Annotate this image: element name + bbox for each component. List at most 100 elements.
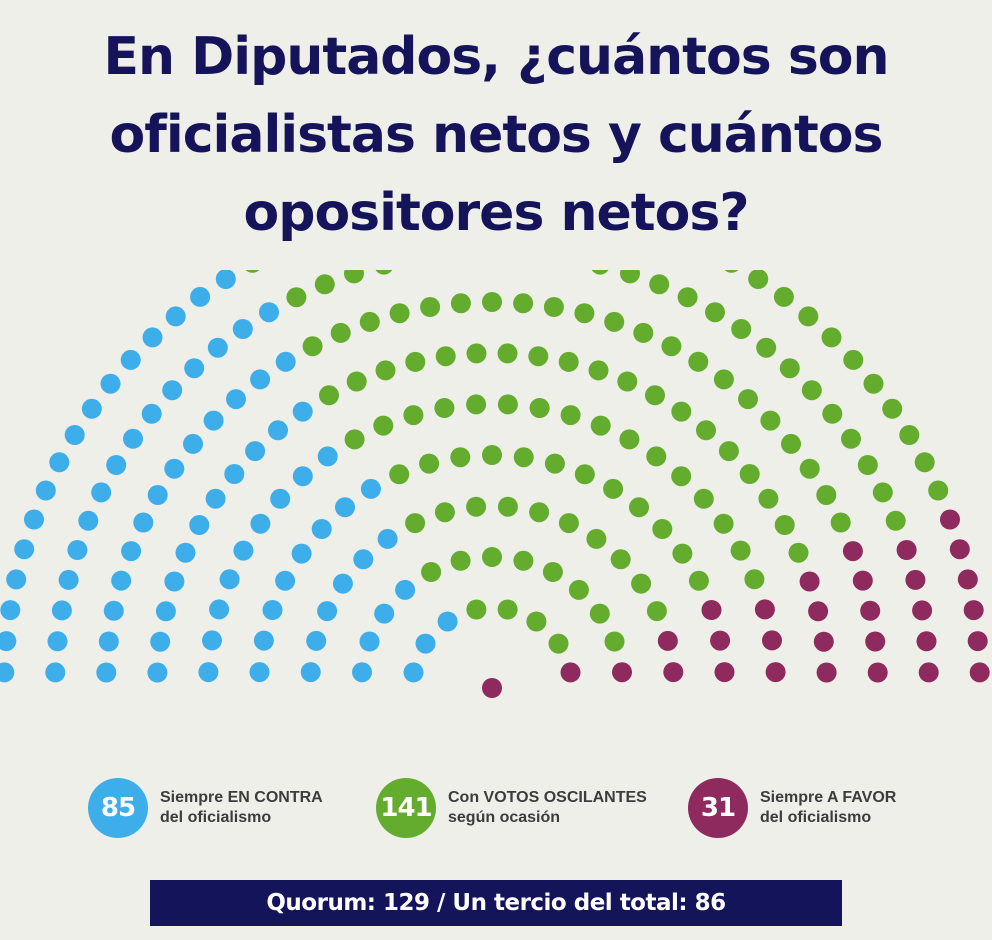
seat-contra bbox=[253, 630, 274, 651]
seat-oscilantes bbox=[245, 270, 260, 273]
seat-oscilantes bbox=[738, 389, 758, 410]
seat-contra bbox=[415, 633, 436, 654]
seat-favor bbox=[969, 662, 990, 683]
seat-favor bbox=[612, 662, 632, 683]
seat-oscilantes bbox=[373, 415, 394, 436]
seat-oscilantes bbox=[513, 550, 534, 571]
seat-contra bbox=[360, 478, 381, 499]
seat-contra bbox=[64, 425, 85, 445]
quorum-banner: Quorum: 129 / Un tercio del total: 86 bbox=[150, 880, 842, 926]
title-line-3: opositores netos? bbox=[243, 183, 750, 243]
seat-oscilantes bbox=[748, 270, 769, 289]
seat-oscilantes bbox=[450, 293, 471, 314]
seat-contra bbox=[100, 373, 121, 394]
seat-oscilantes bbox=[603, 478, 624, 499]
seat-oscilantes bbox=[529, 502, 550, 523]
seat-contra bbox=[292, 466, 313, 487]
seat-contra bbox=[0, 662, 15, 683]
seat-oscilantes bbox=[528, 346, 549, 367]
seat-oscilantes bbox=[434, 502, 455, 523]
seat-oscilantes bbox=[497, 343, 518, 364]
seat-oscilantes bbox=[610, 549, 631, 570]
seat-oscilantes bbox=[646, 601, 667, 622]
seat-contra bbox=[291, 543, 312, 564]
seat-oscilantes bbox=[526, 611, 547, 632]
seat-contra bbox=[0, 600, 21, 621]
seat-contra bbox=[395, 579, 416, 600]
seat-oscilantes bbox=[863, 373, 884, 394]
seat-oscilantes bbox=[405, 513, 426, 534]
seat-contra bbox=[275, 351, 296, 372]
seat-oscilantes bbox=[713, 369, 734, 390]
seat-contra bbox=[78, 510, 99, 531]
seat-contra bbox=[162, 380, 183, 401]
seat-favor bbox=[918, 662, 939, 683]
seat-contra bbox=[51, 600, 72, 621]
seat-oscilantes bbox=[389, 464, 410, 485]
seat-oscilantes bbox=[543, 297, 564, 317]
seat-oscilantes bbox=[574, 303, 595, 324]
legend-label-oscilantes-line1: Con VOTOS OSCILANTES bbox=[448, 789, 647, 806]
seat-oscilantes bbox=[482, 292, 502, 312]
seat-favor bbox=[710, 630, 731, 651]
seat-favor bbox=[967, 631, 988, 652]
seat-oscilantes bbox=[756, 337, 777, 358]
seat-contra bbox=[306, 630, 327, 651]
seat-contra bbox=[133, 512, 154, 533]
seat-oscilantes bbox=[497, 394, 518, 415]
seat-oscilantes bbox=[696, 420, 716, 441]
seat-favor bbox=[912, 600, 933, 621]
seat-oscilantes bbox=[466, 394, 487, 415]
seat-oscilantes bbox=[661, 336, 682, 357]
seat-contra bbox=[14, 539, 35, 560]
title-line-2: oficialistas netos y cuántos bbox=[109, 105, 884, 165]
seat-oscilantes bbox=[420, 297, 441, 317]
seat-favor bbox=[765, 662, 786, 683]
seat-oscilantes bbox=[631, 573, 652, 594]
seat-oscilantes bbox=[588, 360, 609, 381]
seat-favor bbox=[940, 509, 960, 530]
seat-contra bbox=[35, 480, 56, 501]
seat-oscilantes bbox=[450, 550, 471, 571]
legend-label-favor: Siempre A FAVOR del oficialismo bbox=[760, 788, 980, 828]
seat-oscilantes bbox=[375, 360, 396, 381]
seat-favor bbox=[816, 662, 837, 683]
seat-oscilantes bbox=[801, 380, 822, 401]
seat-contra bbox=[205, 488, 226, 509]
seat-oscilantes bbox=[693, 488, 714, 509]
seat-contra bbox=[300, 662, 321, 683]
seat-oscilantes bbox=[466, 599, 487, 620]
seat-contra bbox=[106, 455, 127, 475]
seat-contra bbox=[183, 433, 203, 454]
seat-oscilantes bbox=[672, 543, 693, 564]
seat-favor bbox=[657, 630, 678, 651]
seat-oscilantes bbox=[652, 519, 673, 539]
seat-oscilantes bbox=[314, 274, 335, 295]
seat-oscilantes bbox=[671, 401, 692, 422]
seat-oscilantes bbox=[421, 562, 442, 582]
seat-favor bbox=[867, 662, 888, 683]
seat-contra bbox=[198, 662, 219, 683]
seat-contra bbox=[245, 441, 266, 462]
seat-favor bbox=[905, 569, 926, 590]
seat-oscilantes bbox=[482, 547, 502, 567]
seat-contra bbox=[6, 569, 27, 590]
seat-oscilantes bbox=[548, 633, 569, 654]
seat-favor bbox=[762, 630, 782, 651]
seat-oscilantes bbox=[542, 562, 563, 582]
seat-contra bbox=[250, 369, 271, 390]
seat-contra bbox=[98, 631, 119, 652]
legend-label-favor-line1: Siempre A FAVOR bbox=[760, 789, 897, 806]
seat-oscilantes bbox=[799, 458, 820, 479]
seat-contra bbox=[275, 570, 296, 591]
seat-contra bbox=[0, 631, 17, 652]
seat-contra bbox=[47, 631, 68, 652]
seat-contra bbox=[268, 420, 288, 441]
seat-oscilantes bbox=[619, 429, 640, 450]
seat-favor bbox=[701, 600, 722, 620]
legend-count-contra: 85 bbox=[88, 778, 148, 838]
legend-label-contra: Siempre EN CONTRA del oficialismo bbox=[160, 788, 380, 828]
seat-oscilantes bbox=[798, 306, 819, 327]
seat-oscilantes bbox=[466, 496, 487, 517]
seat-contra bbox=[150, 631, 171, 652]
